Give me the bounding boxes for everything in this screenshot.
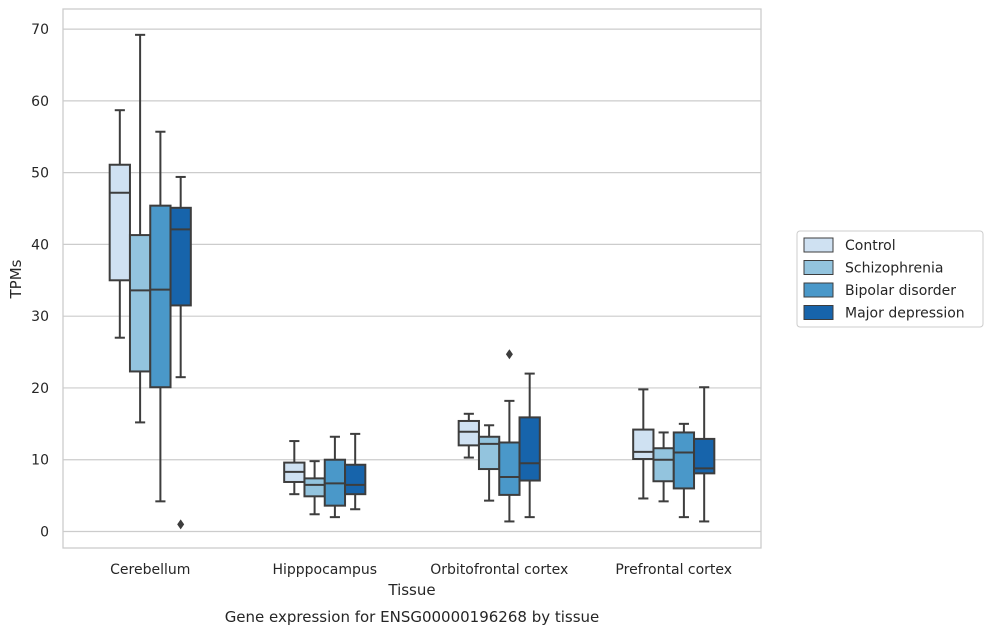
box-iqr bbox=[149, 204, 172, 389]
box-iqr bbox=[457, 419, 480, 447]
legend-swatch bbox=[803, 260, 834, 275]
box-iqr bbox=[108, 163, 131, 282]
y-tick-label: 0 bbox=[40, 524, 49, 540]
legend-label: Major depression bbox=[845, 306, 965, 322]
y-tick-label: 50 bbox=[31, 166, 49, 182]
box-bipolar-disorder bbox=[149, 130, 172, 503]
box-major-depression bbox=[169, 175, 192, 530]
box-iqr bbox=[632, 428, 655, 461]
box-major-depression bbox=[518, 372, 541, 519]
chart-caption: Gene expression for ENSG00000196268 by t… bbox=[225, 608, 600, 626]
box-iqr bbox=[303, 477, 326, 498]
box-control bbox=[632, 388, 655, 500]
legend-swatch bbox=[803, 282, 834, 298]
legend-label: Schizophrenia bbox=[845, 261, 943, 277]
legend-label: Control bbox=[845, 238, 896, 254]
y-axis-label: TPMs bbox=[7, 259, 25, 299]
plot-frame bbox=[62, 8, 762, 549]
box-control bbox=[457, 412, 480, 459]
y-tick-label: 20 bbox=[31, 381, 49, 397]
x-tick-label: Orbitofrontal cortex bbox=[430, 562, 568, 578]
y-tick-label: 30 bbox=[31, 309, 49, 325]
x-tick-label: Cerebellum bbox=[110, 562, 190, 578]
y-tick-label: 40 bbox=[31, 237, 49, 253]
box-iqr bbox=[344, 463, 367, 496]
x-tick-label: Prefrontal cortex bbox=[615, 562, 732, 578]
box-bipolar-disorder bbox=[672, 422, 696, 519]
box-major-depression bbox=[693, 386, 716, 523]
box-major-depression bbox=[344, 432, 367, 511]
outlier-point bbox=[505, 349, 513, 360]
box-iqr bbox=[693, 437, 716, 475]
legend: Control Schizophrenia Bipolar disorder Majo… bbox=[796, 230, 984, 328]
box-control bbox=[283, 440, 306, 496]
y-tick-label: 10 bbox=[31, 453, 49, 469]
box-bipolar-disorder bbox=[323, 435, 347, 519]
x-axis-label: Tissue bbox=[387, 581, 435, 599]
box-bipolar-disorder bbox=[498, 349, 521, 523]
box-schizophrenia bbox=[303, 460, 326, 516]
legend-frame bbox=[796, 230, 984, 328]
box-schizophrenia bbox=[128, 33, 152, 424]
tick-labels: 0 10 20 30 40 50 60 70 Cerebellum Hipppocampus Orb… bbox=[31, 22, 732, 578]
box-layer bbox=[108, 33, 716, 530]
x-tick-label: Hipppocampus bbox=[272, 562, 377, 578]
box-control bbox=[108, 109, 131, 339]
box-iqr bbox=[477, 435, 501, 471]
box-iqr bbox=[169, 206, 192, 307]
box-iqr bbox=[672, 431, 696, 490]
y-tick-label: 60 bbox=[31, 94, 49, 110]
legend-label: Bipolar disorder bbox=[845, 283, 956, 299]
box-iqr bbox=[498, 441, 521, 496]
legend-swatch bbox=[803, 305, 834, 320]
box-iqr bbox=[518, 416, 541, 482]
box-schizophrenia bbox=[477, 424, 501, 502]
box-iqr bbox=[128, 234, 152, 373]
legend-swatch bbox=[803, 237, 834, 253]
box-iqr bbox=[652, 447, 675, 483]
outlier-point bbox=[177, 519, 185, 530]
box-schizophrenia bbox=[652, 431, 675, 503]
y-tick-label: 70 bbox=[31, 22, 49, 38]
